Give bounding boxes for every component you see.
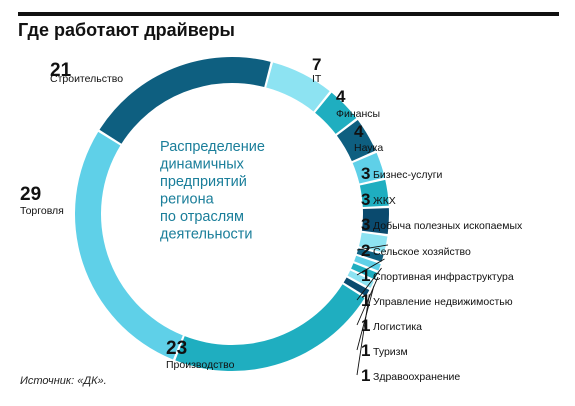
leader-line (356, 294, 370, 376)
slice-category-label: Финансы (336, 108, 380, 120)
slice-value-label: 1 (361, 316, 370, 335)
slice-value-label: 23 (166, 338, 187, 359)
slice-value-label: 4 (354, 122, 364, 141)
slice-value-label: 1 (361, 266, 370, 285)
slice-value-label: 3 (361, 190, 370, 209)
center-text-line: региона (160, 192, 215, 208)
slice-value-label: 2 (361, 241, 370, 260)
slice-category-label: IT (312, 73, 322, 85)
slice-value-label: 1 (361, 366, 370, 385)
slice-1 (266, 62, 330, 112)
slice-value-label: 29 (20, 184, 41, 205)
slice-9 (354, 255, 381, 271)
donut-slices (74, 57, 389, 372)
slice-category-label: Строительство (50, 73, 123, 85)
slice-value-label: 1 (361, 341, 370, 360)
leader-lines (356, 244, 389, 376)
slice-value-label: 1 (361, 291, 370, 310)
slice-11 (347, 270, 374, 288)
slice-category-label: ЖКХ (373, 195, 396, 207)
leader-line (356, 276, 379, 326)
chart-title: Где работают драйверы (18, 20, 235, 40)
slice-category-label: Туризм (373, 346, 408, 358)
slice-value-label: 3 (361, 215, 370, 234)
slice-category-label: Добыча полезных ископаемых (373, 220, 523, 232)
slice-category-label: Сельское хозяйство (373, 246, 471, 258)
slice-14 (74, 131, 183, 360)
slice-0 (99, 57, 271, 144)
source-note: Источник: «ДК». (20, 375, 107, 387)
center-text: Распределение динамичных предприятий регион… (160, 139, 265, 243)
slice-value-label: 7 (312, 55, 321, 74)
leader-line (356, 267, 382, 301)
slice-category-label: Спортивная инфраструктура (373, 271, 514, 283)
slice-category-label: Управление недвижимостью (373, 296, 513, 308)
slice-10 (351, 263, 378, 280)
leader-line (356, 258, 385, 276)
slice-category-label: Наука (354, 142, 383, 154)
slice-value-label: 3 (361, 164, 370, 183)
center-text-line: динамичных (160, 157, 245, 173)
leader-line (356, 244, 389, 251)
slice-7 (358, 232, 388, 253)
slice-2 (315, 92, 357, 134)
slice-value-label: 4 (336, 87, 346, 106)
slice-category-label: Здравоохранение (373, 371, 460, 383)
center-text-line: деятельности (160, 227, 253, 243)
slice-6 (361, 208, 389, 235)
slice-category-label: Логистика (373, 321, 422, 333)
slice-value-label: 21 (50, 60, 72, 81)
slice-12 (343, 277, 370, 297)
slice-5 (359, 179, 389, 207)
slice-3 (336, 119, 376, 162)
slice-category-label: Торговля (20, 205, 64, 217)
slice-category-label: Бизнес-услуги (373, 169, 443, 181)
title-rule (18, 12, 559, 16)
slice-4 (352, 152, 385, 184)
center-text-line: Распределение (160, 139, 265, 155)
center-text-line: предприятий (160, 174, 247, 190)
center-text-line: по отраслям (160, 209, 244, 225)
slice-13 (175, 284, 365, 372)
slice-category-label: Производство (166, 359, 235, 371)
slice-8 (356, 248, 384, 262)
